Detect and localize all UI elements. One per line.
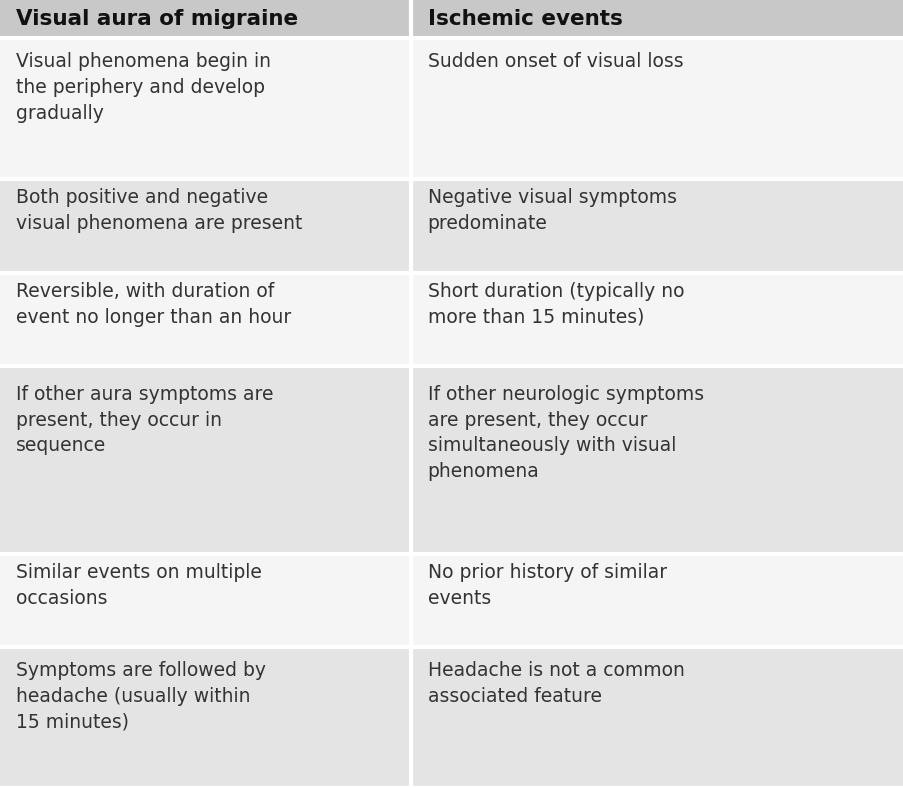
Bar [0, 273, 903, 366]
Bar [0, 554, 903, 648]
Bar [0, 648, 903, 788]
Text: Sudden onset of visual loss: Sudden onset of visual loss [427, 52, 683, 71]
Bar [0, 179, 903, 273]
Bar [0, 0, 903, 38]
Text: Ischemic events: Ischemic events [427, 9, 622, 29]
Text: Symptoms are followed by
headache (usually within
15 minutes): Symptoms are followed by headache (usual… [16, 661, 266, 732]
Text: If other neurologic symptoms
are present, they occur
simultaneously with visual
: If other neurologic symptoms are present… [427, 385, 703, 481]
Text: Similar events on multiple
occasions: Similar events on multiple occasions [16, 563, 262, 608]
Text: Headache is not a common
associated feature: Headache is not a common associated feat… [427, 661, 684, 706]
Text: No prior history of similar
events: No prior history of similar events [427, 563, 666, 608]
Text: If other aura symptoms are
present, they occur in
sequence: If other aura symptoms are present, they… [16, 385, 274, 455]
Text: Short duration (typically no
more than 15 minutes): Short duration (typically no more than 1… [427, 282, 684, 326]
Bar [0, 38, 903, 179]
Text: Visual aura of migraine: Visual aura of migraine [16, 9, 298, 29]
Bar [0, 366, 903, 554]
Text: Reversible, with duration of
event no longer than an hour: Reversible, with duration of event no lo… [16, 282, 291, 326]
Text: Negative visual symptoms
predominate: Negative visual symptoms predominate [427, 188, 675, 233]
Text: Both positive and negative
visual phenomena are present: Both positive and negative visual phenom… [16, 188, 303, 233]
Text: Visual phenomena begin in
the periphery and develop
gradually: Visual phenomena begin in the periphery … [16, 52, 271, 123]
